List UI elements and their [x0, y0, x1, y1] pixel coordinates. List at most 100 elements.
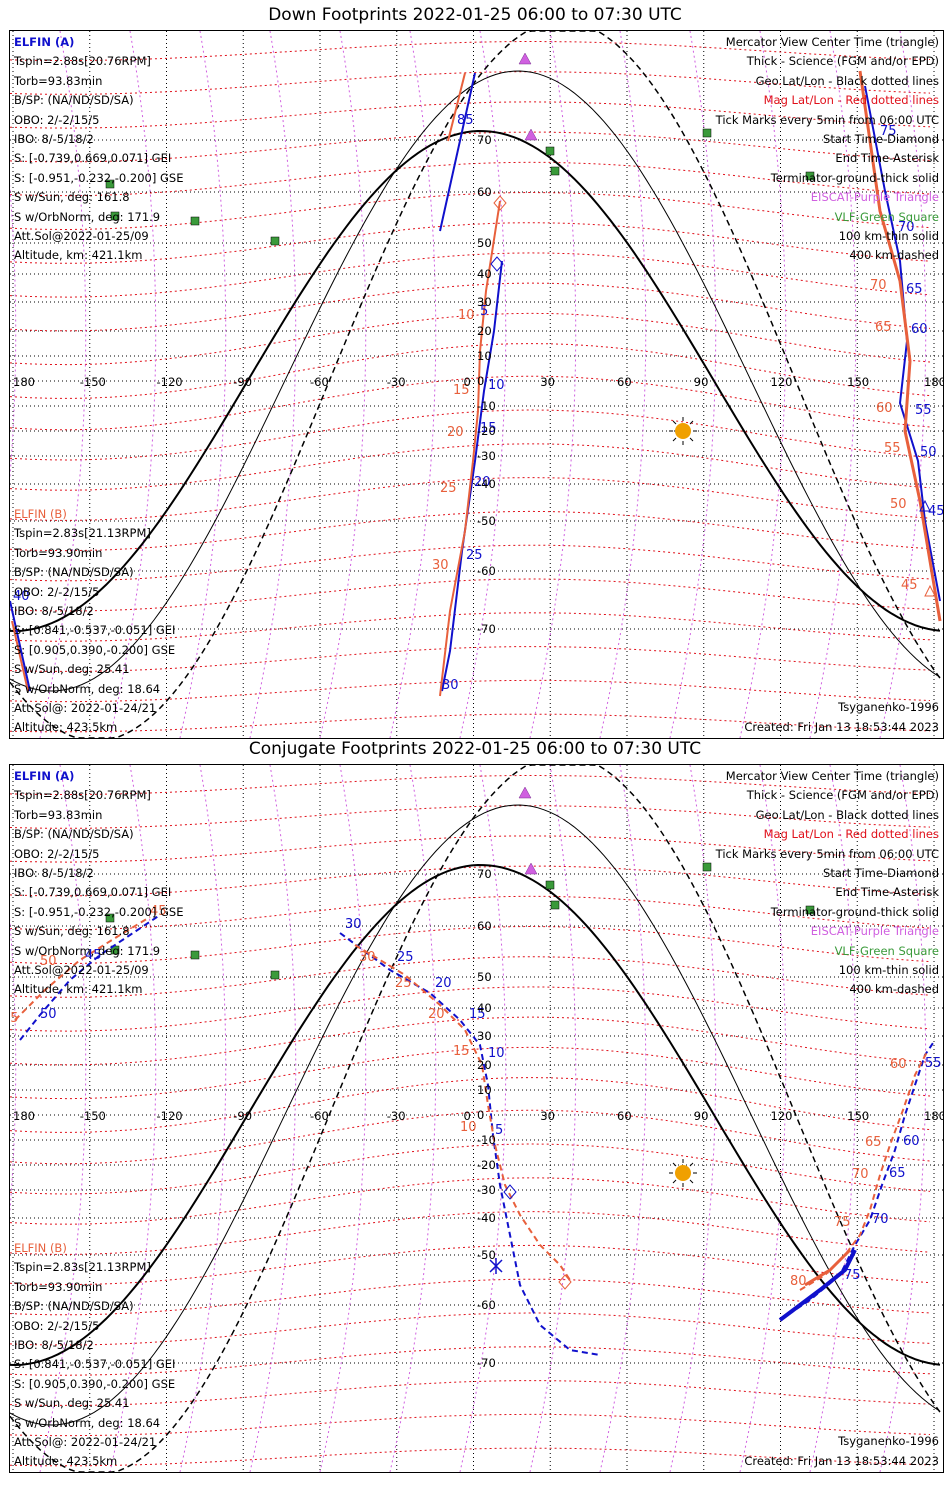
legend-line: EISCAT-Purple Triangle: [810, 924, 939, 939]
mag-parallel: [10, 40, 931, 61]
legend-line: 400 km-dashed: [849, 248, 939, 263]
lon-tick-label: -90: [233, 375, 252, 389]
lat-tick-label: 0: [477, 374, 484, 388]
map-canvas-down: 85 5 10 15 20 25 30 75 70 65 60 55 50 45…: [10, 31, 943, 738]
lat-tick-label: -20: [477, 424, 496, 438]
legend-line: Thick - Science (FGM and/or EPD): [746, 788, 939, 803]
info-line: S: [0.841,-0.537,-0.051] GEI: [14, 623, 176, 638]
info-line: S: [-0.739,0.669,0.071] GEI: [14, 151, 172, 166]
legend-line: Start Time-Diamond: [823, 131, 939, 146]
info-line: Tspin=2.83s[21.13RPM]: [14, 526, 151, 541]
info-line: Torb=93.90min: [14, 545, 103, 560]
info-line: B/SP: (NA/ND/SD/SA): [14, 93, 134, 108]
axis-ticks: 180-150-120-90-60-3003060901201501807060…: [13, 133, 943, 636]
track-label: 45: [928, 504, 943, 519]
lon-tick-label: 90: [694, 1109, 709, 1123]
lat-tick-label: 50: [477, 236, 492, 250]
lon-tick-label: 180: [13, 1109, 35, 1123]
mag-parallel: [10, 131, 931, 163]
terminator-100km: [10, 70, 941, 692]
track-label: 20: [428, 1007, 445, 1022]
lat-tick-label: -40: [477, 477, 496, 491]
legend-line: Mercator View Center Time (triangle): [725, 35, 939, 49]
legend-line: End Time-Asterisk: [835, 151, 939, 166]
lon-tick-label: -120: [157, 375, 183, 389]
lon-tick-label: 60: [617, 1109, 632, 1123]
eiscat-triangle: [518, 786, 532, 799]
info-line: S: [0.905,0.390,-0.200] GSE: [14, 642, 176, 657]
track-label: 65: [865, 1135, 882, 1150]
lon-tick-label: -30: [387, 375, 406, 389]
lat-tick-label: -40: [477, 1211, 496, 1225]
terminator-line: [10, 863, 941, 1367]
track-label: 5: [480, 304, 488, 319]
info-line: S w/Sun, deg: 161.8: [14, 924, 130, 939]
track-label: 30: [359, 950, 376, 965]
mag-meridian: [179, 31, 227, 738]
track-label: 50: [40, 954, 57, 969]
info-line: Att.Sol@: 2022-01-24/21: [14, 1434, 157, 1449]
vlf-station-square: [105, 179, 115, 189]
mag-parallel: [10, 1346, 931, 1376]
mag-parallel: [10, 544, 931, 582]
track-label: 50: [890, 497, 907, 512]
mag-parallel: [10, 1312, 931, 1346]
info-line: OBO: 2/-2/15/5: [14, 584, 100, 599]
lat-tick-label: 50: [477, 970, 492, 984]
legend-line: Mag Lat/Lon - Red dotted lines: [763, 827, 939, 842]
mag-meridian: [529, 765, 577, 1472]
lon-tick-label: -120: [157, 1109, 183, 1123]
info-line: S w/OrbNorm, deg: 18.64: [14, 681, 161, 696]
lat-tick-label: -10: [477, 1133, 496, 1147]
mag-parallel: [10, 1143, 931, 1195]
track-label: 40: [13, 589, 30, 604]
track-label: 45: [150, 904, 167, 919]
lon-tick-label: 120: [771, 1109, 793, 1123]
track-label: 80: [790, 1274, 807, 1289]
lat-tick-label: -50: [477, 514, 496, 528]
mag-parallel: [10, 774, 931, 795]
track-label: 55: [915, 403, 932, 418]
lon-tick-label: 150: [847, 375, 869, 389]
legend-line: Tick Marks every 5min from 06:00 UTC: [715, 112, 939, 127]
info-line: IBO: 8/-5/18/2: [14, 1337, 94, 1352]
mag-parallel: [10, 222, 931, 264]
vlf-station-square: [702, 128, 712, 138]
track-label: 20: [474, 475, 491, 490]
mag-parallel: [10, 1278, 931, 1316]
lat-tick-label: 30: [477, 1029, 492, 1043]
legend-line: Terminator-ground-thick solid: [770, 170, 939, 185]
station-markers: [105, 52, 815, 246]
lat-tick-label: -60: [477, 1298, 496, 1312]
terminator-curves: [10, 31, 941, 738]
lon-tick-label: -150: [80, 1109, 106, 1123]
lon-tick-label: -90: [233, 1109, 252, 1123]
vlf-station-square: [702, 862, 712, 872]
mag-meridian: [39, 31, 87, 738]
terminator-400km: [10, 31, 941, 738]
mag-parallel: [10, 805, 931, 829]
mag-parallel: [10, 443, 931, 491]
mag-parallel: [10, 71, 931, 95]
info-line: OBO: 2/-2/15/5: [14, 846, 100, 861]
track-label: 10: [488, 378, 505, 393]
info-line: S: [-0.739,0.669,0.071] GEI: [14, 885, 172, 900]
mag-grid: [10, 31, 931, 738]
mag-parallel: [10, 1380, 931, 1406]
elfin-a-header: ELFIN (A): [14, 35, 75, 49]
track-label: 70: [852, 1167, 869, 1182]
info-line: S: [-0.951,-0.232,-0.200] GSE: [14, 904, 184, 919]
footprint-tracks: [10, 70, 942, 697]
vlf-station-square: [105, 913, 115, 923]
axis-ticks: 180-150-120-90-60-3003060901201501807060…: [13, 867, 943, 1370]
mag-parallel: [10, 1046, 931, 1100]
info-line: Altitude, km: 421.1km: [14, 982, 143, 997]
mag-parallel: [10, 409, 931, 461]
lon-tick-label: 90: [694, 375, 709, 389]
elfin-b-header: ELFIN (B): [14, 1241, 67, 1255]
track-label: 45: [901, 578, 918, 593]
info-line: S: [0.841,-0.537,-0.051] GEI: [14, 1357, 176, 1372]
mag-meridian: [739, 765, 787, 1472]
elfin-a-header: ELFIN (A): [14, 769, 75, 783]
legend-line: 400 km-dashed: [849, 982, 939, 997]
